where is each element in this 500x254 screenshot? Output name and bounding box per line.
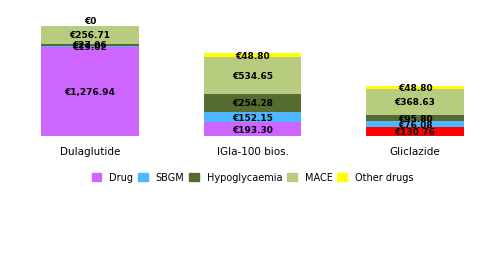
- Text: €48.80: €48.80: [398, 84, 432, 92]
- Bar: [204, 58, 302, 95]
- Bar: [366, 122, 464, 127]
- Bar: [366, 86, 464, 90]
- Bar: [41, 48, 138, 136]
- Text: €130.76: €130.76: [394, 127, 436, 136]
- Text: €1,276.94: €1,276.94: [64, 88, 116, 97]
- Text: €534.65: €534.65: [232, 72, 273, 81]
- Bar: [366, 90, 464, 115]
- Text: €95.80: €95.80: [398, 114, 432, 123]
- Bar: [41, 44, 138, 46]
- Text: €27.06: €27.06: [72, 41, 107, 50]
- Bar: [204, 112, 302, 123]
- Bar: [204, 54, 302, 58]
- Bar: [366, 115, 464, 122]
- Text: €152.15: €152.15: [232, 113, 273, 122]
- Text: €0: €0: [84, 17, 96, 26]
- Bar: [204, 123, 302, 136]
- Bar: [204, 95, 302, 112]
- Text: €254.28: €254.28: [232, 99, 273, 108]
- Text: €76.08: €76.08: [398, 120, 432, 129]
- Text: €19.02: €19.02: [72, 43, 107, 52]
- Bar: [41, 46, 138, 48]
- Text: €368.63: €368.63: [394, 98, 436, 107]
- Legend: Drug, SBGM, Hypoglycaemia, MACE, Other drugs: Drug, SBGM, Hypoglycaemia, MACE, Other d…: [92, 172, 413, 183]
- Text: €193.30: €193.30: [232, 125, 273, 134]
- Text: €256.71: €256.71: [70, 31, 110, 40]
- Bar: [366, 127, 464, 136]
- Bar: [41, 27, 138, 44]
- Text: €48.80: €48.80: [235, 52, 270, 60]
